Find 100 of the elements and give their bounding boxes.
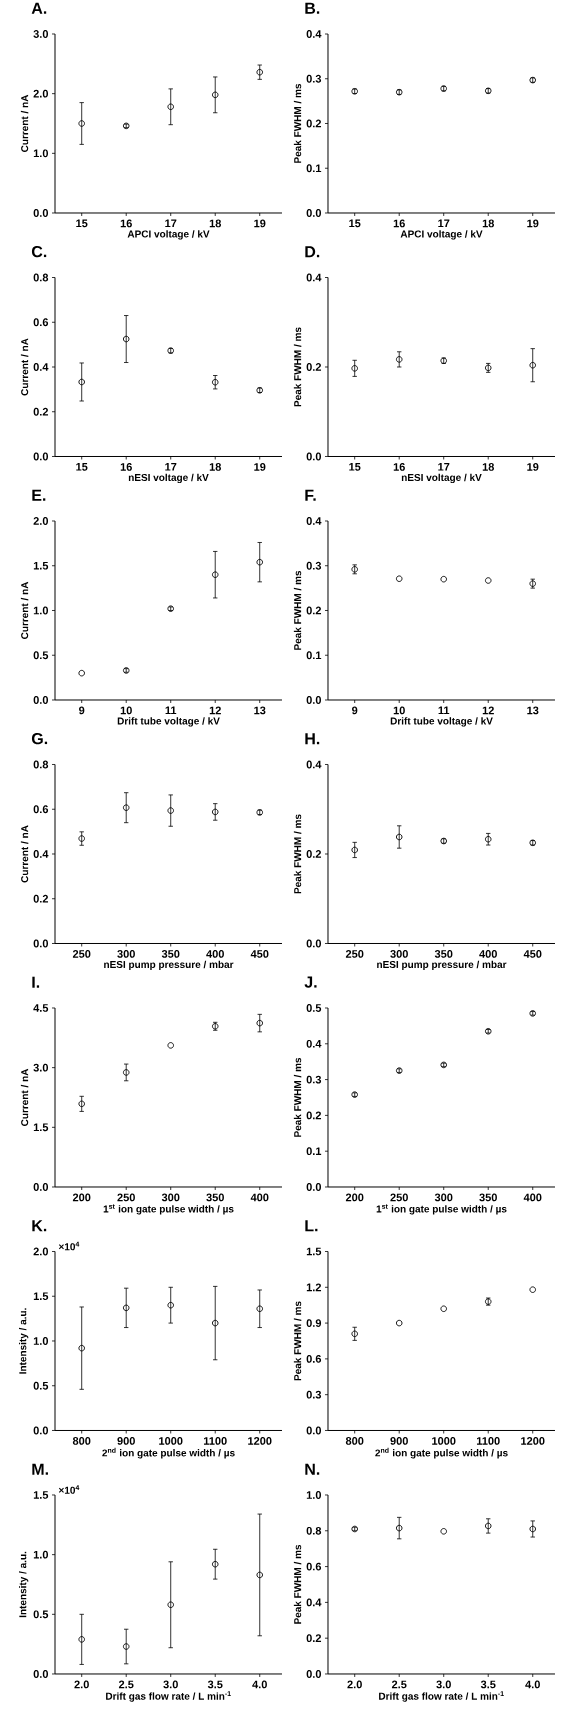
y-tick-label: 1.0 xyxy=(33,149,49,158)
y-tick-label: 0.4 xyxy=(306,30,322,38)
y-tick-label: 0.2 xyxy=(306,119,322,128)
x-tick-label: 450 xyxy=(523,950,542,958)
x-axis-title: 1$^{st}$ ion gate pulse width / µs xyxy=(376,1204,507,1215)
y-tick-label: 2.0 xyxy=(33,1247,49,1256)
point xyxy=(351,846,358,854)
x-tick-label: 3.0 xyxy=(436,1680,451,1689)
point xyxy=(256,558,263,566)
x-axis-title: nESI pump pressure / mbar xyxy=(377,960,507,971)
x-tick-label: 1100 xyxy=(203,1437,227,1445)
y-tick-label: 1.0 xyxy=(33,1550,49,1559)
y-tick-label: 0.5 xyxy=(33,651,49,660)
x-axis-title: 1$^{st}$ ion gate pulse width / µs xyxy=(103,1204,234,1215)
point xyxy=(167,807,174,814)
y-tick-label: 0.1 xyxy=(306,1147,322,1156)
x-tick-label: 15 xyxy=(349,463,361,471)
y-axis-title: Intensity / a.u. xyxy=(18,1551,29,1618)
y-tick-label: 0.0 xyxy=(306,1426,322,1435)
y-tick-label: 0.0 xyxy=(306,209,322,217)
x-tick-label: 12 xyxy=(482,706,494,715)
y-tick-label: 0.1 xyxy=(306,164,322,173)
point xyxy=(167,1601,174,1609)
y-tick-label: 1.5 xyxy=(33,1123,49,1132)
chart-title: M. xyxy=(32,1463,48,1475)
point xyxy=(529,361,536,369)
y-tick-label: 0.6 xyxy=(33,805,49,814)
y-tick-label: 0.0 xyxy=(33,209,49,217)
point xyxy=(256,1019,263,1027)
point xyxy=(529,1286,536,1293)
chart-title: N. xyxy=(305,1463,320,1475)
point xyxy=(167,1042,174,1049)
y-tick-label: 0.8 xyxy=(33,273,49,282)
x-tick-label: 300 xyxy=(161,1193,180,1202)
x-tick-label: 18 xyxy=(209,219,221,228)
point xyxy=(211,808,219,816)
y-tick-label: 1.2 xyxy=(306,1283,322,1292)
y-tick-label: 0.3 xyxy=(306,74,322,83)
y-tick-label: 1.5 xyxy=(33,1491,49,1499)
x-tick-label: 250 xyxy=(72,950,91,958)
x-tick-label: 3.5 xyxy=(207,1680,223,1689)
x-tick-label: 1200 xyxy=(521,1437,545,1445)
y-tick-label: 0.4 xyxy=(33,363,49,371)
x-tick-label: 3.5 xyxy=(480,1680,496,1689)
text: ×10$^{4}$ xyxy=(58,1241,80,1251)
point xyxy=(256,1305,263,1313)
x-tick-label: 2.0 xyxy=(74,1680,89,1689)
x-tick-label: 9 xyxy=(352,706,358,715)
x-axis-title: APCI voltage / kV xyxy=(400,230,483,240)
y-tick-label: 4.5 xyxy=(33,1004,49,1012)
point xyxy=(122,804,130,811)
y-tick-label: 1.5 xyxy=(33,1292,49,1301)
y-tick-label: 1.5 xyxy=(306,1247,322,1256)
x-tick-label: 13 xyxy=(527,706,539,715)
x-tick-label: 300 xyxy=(117,950,135,958)
x-axis-title: 2$^{nd}$ ion gate pulse width / µs xyxy=(102,1447,235,1459)
point xyxy=(440,575,447,583)
chart-title: K. xyxy=(32,1220,47,1232)
y-tick-label: 0.0 xyxy=(33,1183,49,1191)
x-tick-label: 15 xyxy=(76,219,88,228)
x-tick-label: 19 xyxy=(254,463,266,471)
y-tick-label: 0.8 xyxy=(306,1526,322,1535)
x-axis-title: nESI voltage / kV xyxy=(401,473,482,484)
point xyxy=(78,1636,85,1643)
point xyxy=(122,335,130,343)
x-tick-label: 800 xyxy=(345,1437,364,1445)
y-tick-label: 3.0 xyxy=(33,1063,49,1072)
y-tick-label: 0.0 xyxy=(306,452,322,461)
point xyxy=(211,378,219,386)
x-tick-label: 200 xyxy=(345,1193,364,1202)
x-tick-label: 10 xyxy=(120,706,132,715)
x-tick-label: 400 xyxy=(523,1193,542,1202)
point xyxy=(395,356,403,363)
y-tick-label: 0.8 xyxy=(33,760,49,769)
x-tick-label: 1000 xyxy=(432,1437,456,1445)
x-tick-label: 18 xyxy=(209,463,221,471)
x-axis-title: Drift gas flow rate / L min$^{-1}$ xyxy=(106,1691,231,1702)
y-axis-title: Peak FWHM / ms xyxy=(293,570,302,650)
y-tick-label: 0.0 xyxy=(33,696,49,704)
point xyxy=(78,378,85,386)
y-tick-label: 0.4 xyxy=(306,1598,322,1607)
point xyxy=(167,103,174,111)
y-tick-label: 0.0 xyxy=(306,939,322,948)
point xyxy=(256,1571,263,1579)
point xyxy=(351,365,358,372)
x-tick-label: 400 xyxy=(479,950,497,958)
y-axis-title: Peak FWHM / ms xyxy=(293,1544,302,1624)
x-tick-label: 350 xyxy=(434,950,453,958)
x-axis-title: 2$^{nd}$ ion gate pulse width / µs xyxy=(375,1447,508,1459)
y-tick-label: 0.3 xyxy=(306,1075,322,1084)
y-tick-label: 0.2 xyxy=(33,894,49,903)
chart-title: I. xyxy=(32,976,40,988)
x-tick-label: 16 xyxy=(393,219,405,228)
x-tick-label: 15 xyxy=(76,463,88,471)
point xyxy=(395,1319,403,1327)
y-tick-label: 3.0 xyxy=(33,30,49,38)
chart-title: F. xyxy=(305,489,316,501)
x-tick-label: 800 xyxy=(72,1437,91,1445)
chart-title: L. xyxy=(305,1220,318,1232)
x-tick-label: 18 xyxy=(482,463,494,471)
